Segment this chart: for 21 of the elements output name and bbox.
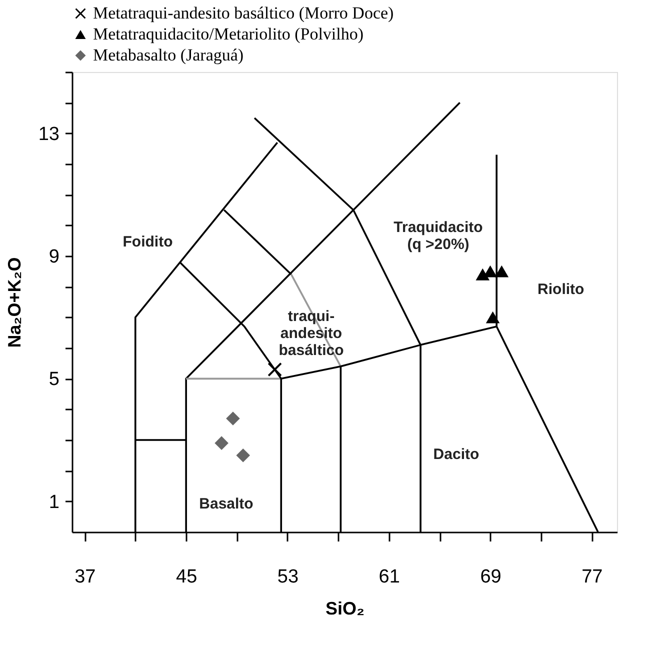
x-tick-label: 37 bbox=[74, 566, 96, 588]
annotation: Traquidacito (q >20%) bbox=[394, 219, 483, 254]
x-tick-label: 53 bbox=[277, 566, 299, 588]
y-tick-label: 13 bbox=[38, 124, 60, 145]
x-tick-label: 45 bbox=[176, 566, 198, 588]
annotation: Riolito bbox=[538, 281, 584, 298]
x-axis-title: SiO₂ bbox=[325, 598, 365, 618]
y-axis-title: Na₂O+K₂O bbox=[4, 257, 24, 348]
legend-label: Metabasalto (Jaraguá) bbox=[93, 46, 244, 64]
legend-label: Metatraqui-andesito basáltico (Morro Doce) bbox=[93, 4, 394, 22]
y-tick-label: 9 bbox=[48, 246, 60, 268]
y-tick-label: 1 bbox=[48, 492, 60, 513]
legend-label: Metatraquidacito/Metariolito (Polvilho) bbox=[93, 24, 364, 44]
x-tick-label: 69 bbox=[480, 566, 502, 588]
annotation: Foidito bbox=[122, 234, 173, 251]
x-tick-label: 77 bbox=[582, 566, 603, 588]
x-tick-label: 61 bbox=[378, 566, 400, 588]
annotation: Dacito bbox=[433, 446, 480, 463]
annotation: traqui- andesito basáltico bbox=[278, 308, 344, 359]
annotation: Basalto bbox=[199, 495, 254, 512]
y-tick-label: 5 bbox=[48, 369, 60, 390]
